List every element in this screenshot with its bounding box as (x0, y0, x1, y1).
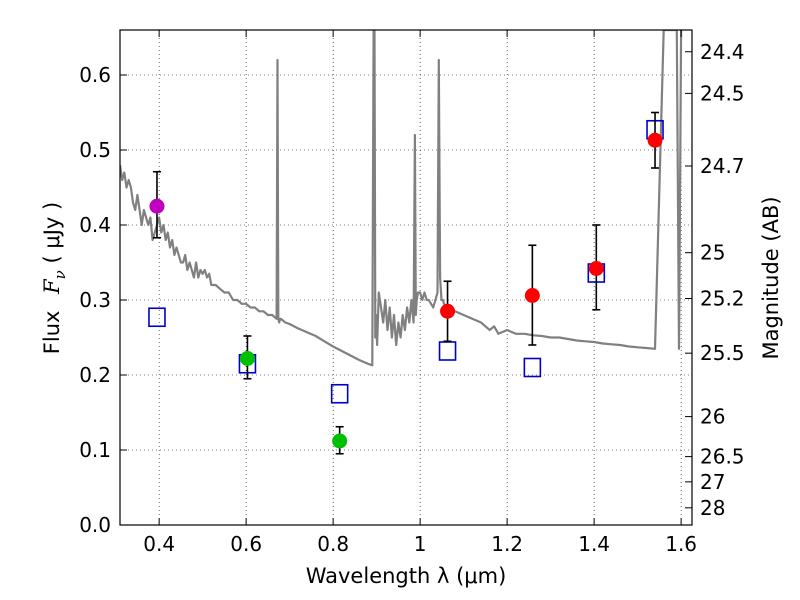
model-photometry-square (330, 383, 349, 404)
y2-tick-label: 28 (700, 496, 725, 520)
y2-tick-label: 25.2 (700, 286, 745, 310)
observed-flux-point (647, 132, 663, 148)
y2-tick-label: 26.5 (700, 445, 745, 469)
observed-flux-point (239, 351, 255, 366)
y-tick-label: 0.0 (79, 513, 111, 537)
y-axis-label-symbol: F (40, 278, 64, 295)
y-tick-label: 0.5 (79, 138, 111, 162)
y2-tick-label: 25 (700, 241, 725, 265)
y2-tick-label: 27 (700, 470, 725, 494)
model-photometry-square (438, 341, 457, 361)
x-tick-label: 0.4 (143, 532, 175, 556)
axis-ticks: 0.4 0.6 0.8 1 1.2 1.4 1.6 0.0 0.1 0.2 0.3 0.4 0.5 0.6… (79, 30, 745, 556)
y2-tick-label: 25.5 (700, 341, 745, 365)
x-tick-label: 1.2 (491, 532, 523, 556)
observed-flux-point (149, 198, 165, 214)
model-photometry-square (148, 307, 166, 328)
plot-frame (119, 29, 693, 526)
x-tick-label: 1.6 (665, 532, 697, 556)
y-axis-label-subscript: ν (51, 270, 69, 279)
plot-area (120, 30, 683, 455)
y-axis-label: Flux Fν ( μJy ) (40, 202, 69, 354)
observed-flux-point (332, 433, 348, 449)
y-axis-label-unit: ( μJy ) (40, 202, 64, 270)
x-tick-label: 1.4 (578, 532, 610, 556)
model-photometry-square (523, 357, 542, 378)
x-tick-label: 0.6 (230, 532, 262, 556)
observed-flux-point (440, 303, 456, 319)
y2-tick-label: 24.4 (700, 40, 745, 64)
grid (120, 30, 692, 526)
y-tick-label: 0.6 (79, 63, 111, 87)
observed-flux-point (524, 288, 540, 303)
observed-flux-point (588, 261, 604, 276)
y2-tick-label: 26 (700, 405, 725, 429)
y-axis-label-prefix: Flux (40, 304, 64, 354)
model-spectrum-line (120, 30, 683, 367)
x-axis-label: Wavelength λ (μm) (306, 564, 507, 588)
y-tick-label: 0.1 (79, 438, 111, 462)
y-tick-label: 0.3 (79, 288, 111, 312)
x-tick-label: 1 (414, 532, 427, 556)
y-tick-label: 0.2 (79, 363, 111, 387)
y-tick-label: 0.4 (79, 213, 111, 237)
x-tick-label: 0.8 (317, 532, 349, 556)
y2-tick-label: 24.5 (700, 81, 745, 105)
y2-tick-label: 24.7 (700, 154, 745, 178)
y2-axis-label: Magnitude (AB) (759, 196, 783, 359)
